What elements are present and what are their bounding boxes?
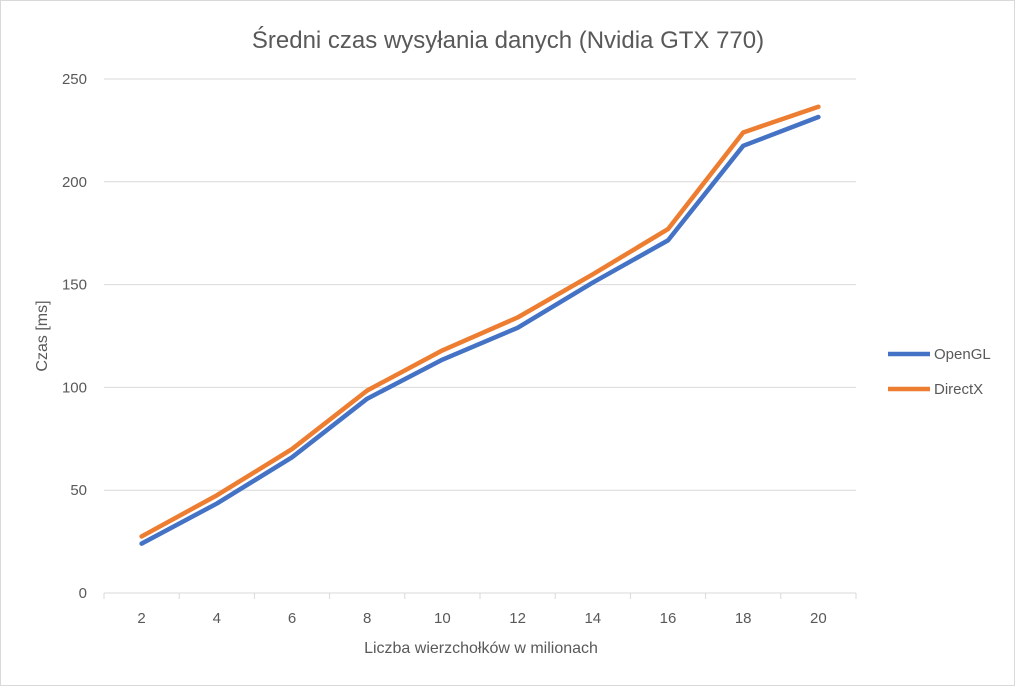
x-tick-label: 6: [288, 610, 296, 627]
legend-label-opengl: OpenGL: [934, 346, 991, 363]
series-line-directx: [142, 107, 819, 537]
x-tick-label: 12: [509, 610, 526, 627]
x-tick-label: 18: [735, 610, 752, 627]
x-axis-ticks: 2 4 6 8 10 12 14 16 18 20: [137, 610, 826, 627]
x-axis-label: Liczba wierzchołków w milionach: [364, 640, 598, 657]
chart-title: Średni czas wysyłania danych (Nvidia GTX…: [252, 26, 764, 54]
y-axis-ticks: 0 50 100 150 200 250: [62, 71, 87, 602]
y-tick-label: 100: [62, 379, 87, 396]
y-tick-label: 200: [62, 174, 87, 191]
x-tick-label: 20: [810, 610, 827, 627]
axes: [104, 593, 856, 599]
x-tick-label: 14: [584, 610, 601, 627]
y-tick-label: 150: [62, 277, 87, 294]
y-axis-label: Czas [ms]: [34, 300, 51, 371]
x-tick-label: 4: [213, 610, 221, 627]
series-lines: [142, 107, 819, 544]
x-tick-label: 8: [363, 610, 371, 627]
y-tick-label: 0: [79, 585, 87, 602]
y-tick-label: 250: [62, 71, 87, 88]
legend: OpenGL DirectX: [888, 346, 991, 398]
legend-label-directx: DirectX: [934, 381, 983, 398]
x-tick-label: 2: [137, 610, 145, 627]
y-tick-label: 50: [70, 482, 87, 499]
gridlines: [104, 79, 856, 490]
x-tick-label: 10: [434, 610, 451, 627]
x-tick-label: 16: [660, 610, 677, 627]
